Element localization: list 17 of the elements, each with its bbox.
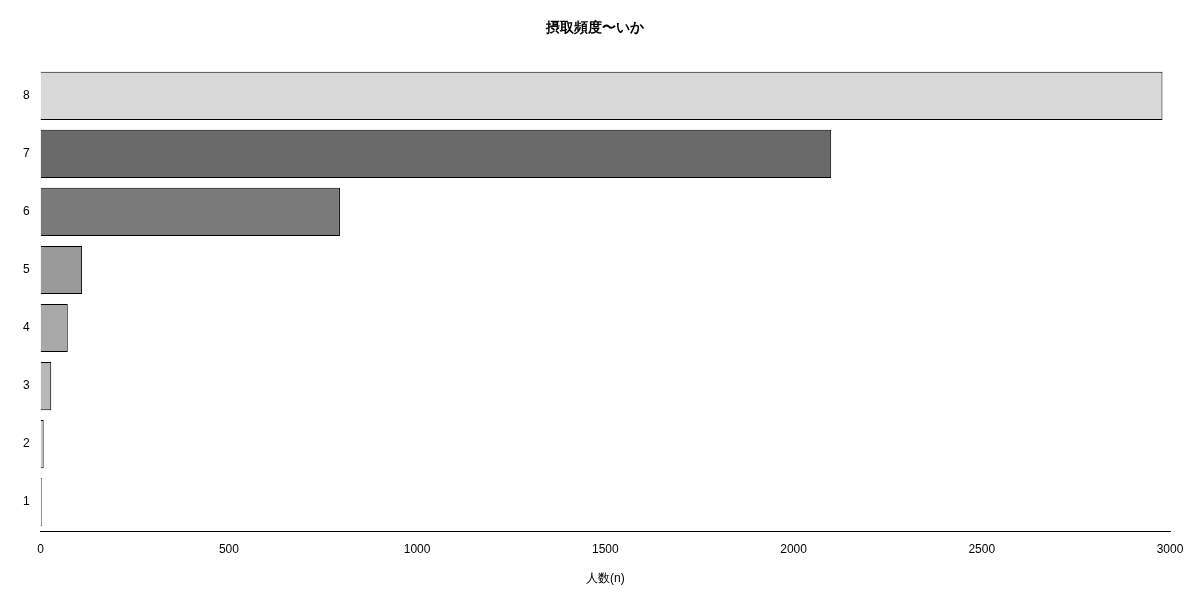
y-tick-label: 6 xyxy=(22,204,30,219)
y-tick-label: 5 xyxy=(22,262,30,277)
x-tick-label: 3000 xyxy=(1156,541,1184,556)
y-tick-label: 1 xyxy=(22,494,30,509)
y-tick-label: 2 xyxy=(22,436,30,451)
y-tick-label: 7 xyxy=(22,146,30,161)
x-tick-label: 2500 xyxy=(968,541,996,556)
y-tick-label: 3 xyxy=(22,378,30,393)
x-axis-title: 人数(n) xyxy=(586,571,625,586)
y-tick-label: 8 xyxy=(22,88,30,103)
chart-title: 摂取頻度〜いか xyxy=(545,19,645,36)
x-tick-label: 2000 xyxy=(780,541,808,556)
y-tick-label: 4 xyxy=(22,320,30,335)
x-tick-label: 1000 xyxy=(403,541,431,556)
x-tick-label: 500 xyxy=(218,541,240,556)
x-tick-label: 0 xyxy=(37,541,45,556)
x-tick-label: 1500 xyxy=(591,541,620,556)
